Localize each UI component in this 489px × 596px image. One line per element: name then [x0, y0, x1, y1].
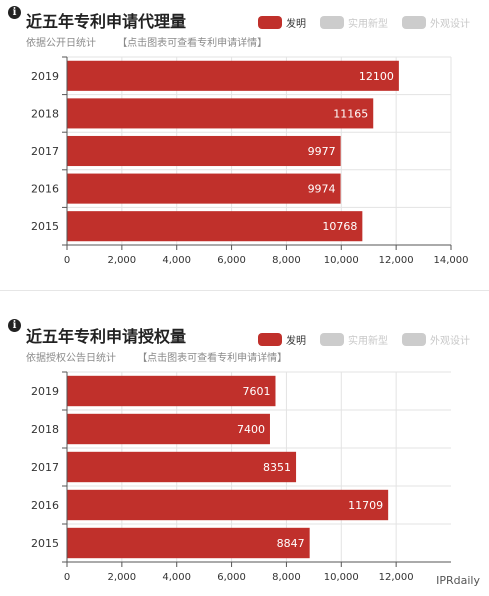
bar[interactable] [67, 413, 270, 445]
bar-value-label: 9974 [308, 183, 336, 196]
x-tick-label: 12,000 [379, 255, 414, 266]
info-icon[interactable]: i [8, 319, 21, 332]
y-tick-label: 2017 [31, 461, 59, 474]
details-link[interactable]: 【点击图表可查看专利申请详情】 [117, 38, 268, 49]
watermark: IPRdaily [433, 573, 483, 588]
y-tick-label: 2018 [31, 423, 59, 436]
info-icon[interactable]: i [8, 6, 21, 19]
subtitle-text: 依据授权公告日统计 [26, 353, 116, 364]
legend-swatch [402, 333, 426, 346]
chart-subtitle: 依据公开日统计 【点击图表可查看专利申请详情】 [26, 34, 267, 49]
legend-label: 实用新型 [348, 19, 388, 30]
bar[interactable] [67, 527, 310, 559]
bar-chart-applications[interactable]: 0 2,000 4,000 6,000 8,000 10,000 12,000 14,000 1… [0, 0, 489, 290]
legend-label: 外观设计 [430, 19, 470, 30]
y-tick-label: 2019 [31, 385, 59, 398]
legend-item-design[interactable]: 外观设计 [402, 332, 470, 347]
bar[interactable] [67, 135, 341, 167]
x-tick-label: 10,000 [324, 255, 359, 266]
bar[interactable] [67, 211, 363, 242]
legend-item-invention[interactable]: 发明 [258, 332, 306, 347]
bar[interactable] [67, 60, 399, 91]
y-tick-label: 2018 [31, 107, 59, 120]
x-tick-label: 4,000 [162, 255, 191, 266]
legend-item-invention[interactable]: 发明 [258, 15, 306, 30]
chart-title: 近五年专利申请授权量 [26, 327, 187, 346]
panel-divider [0, 290, 489, 291]
subtitle-text: 依据公开日统计 [26, 38, 96, 49]
legend-swatch [258, 16, 282, 29]
legend: 发明 实用新型 外观设计 [258, 15, 484, 30]
x-tick-label: 8,000 [272, 255, 301, 266]
bar-value-label: 8847 [277, 537, 305, 550]
bar[interactable] [67, 375, 276, 407]
legend-label: 外观设计 [430, 336, 470, 347]
bar[interactable] [67, 451, 297, 483]
x-tick-label: 2,000 [108, 572, 137, 583]
x-tick-label: 0 [64, 255, 70, 266]
chart-title: 近五年专利申请代理量 [26, 12, 187, 31]
y-tick-label: 2016 [31, 183, 59, 196]
legend-swatch [320, 333, 344, 346]
x-tick-label: 8,000 [272, 572, 301, 583]
y-tick-label: 2016 [31, 499, 59, 512]
bar-value-label: 7400 [237, 423, 265, 436]
x-tick-label: 6,000 [217, 255, 246, 266]
x-tick-label: 6,000 [217, 572, 246, 583]
legend-item-utility-model[interactable]: 实用新型 [320, 332, 388, 347]
bar-chart-grants[interactable]: 0 2,000 4,000 6,000 8,000 10,000 12,000 7601 201… [0, 310, 489, 596]
legend-swatch [258, 333, 282, 346]
x-tick-label: 2,000 [108, 255, 137, 266]
legend-swatch [402, 16, 426, 29]
x-tick-label: 4,000 [162, 572, 191, 583]
bar[interactable] [67, 173, 341, 204]
legend-label: 发明 [286, 336, 306, 347]
bar-value-label: 11165 [333, 107, 368, 120]
chart-panel-2: i 近五年专利申请授权量 依据授权公告日统计 【点击图表可查看专利申请详情】 发… [0, 310, 489, 596]
chart-subtitle: 依据授权公告日统计 【点击图表可查看专利申请详情】 [26, 349, 287, 364]
x-tick-label: 12,000 [379, 572, 414, 583]
legend-label: 实用新型 [348, 336, 388, 347]
x-tick-label: 10,000 [324, 572, 359, 583]
bar[interactable] [67, 98, 374, 129]
details-link[interactable]: 【点击图表可查看专利申请详情】 [137, 353, 288, 364]
bar-value-label: 10768 [322, 220, 357, 233]
x-tick-label: 14,000 [434, 255, 469, 266]
y-tick-label: 2015 [31, 537, 59, 550]
y-tick-label: 2019 [31, 70, 59, 83]
bar-value-label: 9977 [308, 145, 336, 158]
bar-value-label: 12100 [359, 70, 394, 83]
y-tick-label: 2017 [31, 145, 59, 158]
bar-value-label: 7601 [242, 385, 270, 398]
legend-item-design[interactable]: 外观设计 [402, 15, 470, 30]
legend-swatch [320, 16, 344, 29]
bar[interactable] [67, 489, 389, 521]
x-tick-label: 0 [64, 572, 70, 583]
legend-item-utility-model[interactable]: 实用新型 [320, 15, 388, 30]
legend-label: 发明 [286, 19, 306, 30]
bar-value-label: 11709 [348, 499, 383, 512]
chart-panel-1: i 近五年专利申请代理量 依据公开日统计 【点击图表可查看专利申请详情】 发明 … [0, 0, 489, 290]
legend: 发明 实用新型 外观设计 [258, 332, 484, 347]
bar-value-label: 8351 [263, 461, 291, 474]
y-tick-label: 2015 [31, 220, 59, 233]
